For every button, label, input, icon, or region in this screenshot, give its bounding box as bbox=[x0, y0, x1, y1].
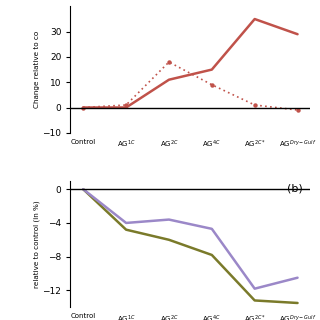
Y-axis label: relative to control (in %): relative to control (in %) bbox=[33, 200, 40, 288]
Text: (b): (b) bbox=[287, 183, 303, 193]
Y-axis label: Change relative to co: Change relative to co bbox=[34, 31, 40, 108]
